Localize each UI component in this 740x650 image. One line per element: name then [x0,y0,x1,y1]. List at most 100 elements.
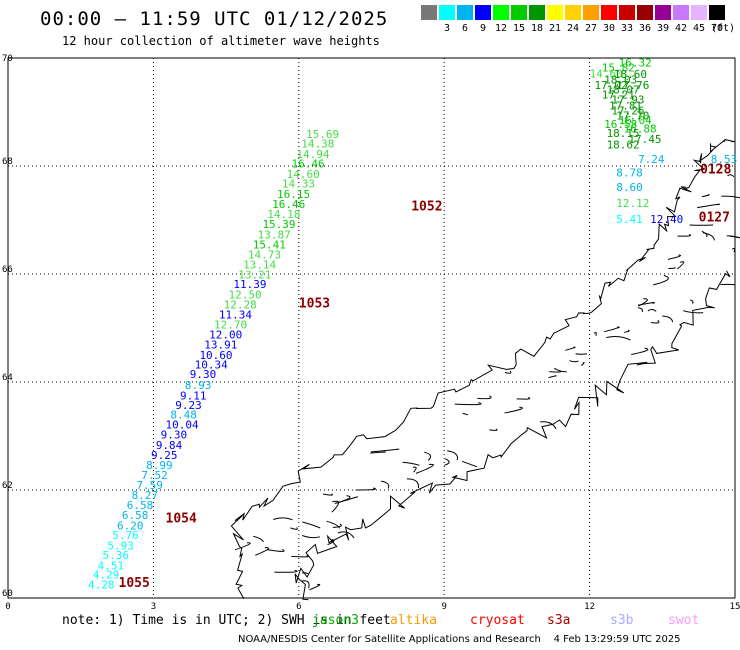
swh-value: 18.15 [607,127,640,140]
legend-swatch [619,5,635,20]
swh-value: 18.62 [607,139,640,152]
legend-swatch [439,5,455,20]
coast-island [653,275,669,286]
swh-value: 13.91 [204,339,237,352]
coast-island [415,463,434,474]
swh-value: 15.82 [602,62,635,75]
pass-number: 1052 [411,199,442,214]
map-frame [7,57,736,599]
coast-island [402,461,420,466]
coastline [230,138,740,601]
satellite-s3b: s3b [610,613,634,628]
coast-island [454,402,482,406]
legend-label: 42 [674,23,688,34]
lat-tick-label: 60 [2,589,13,599]
coast-island [701,194,710,198]
swh-value: 17.76 [616,79,649,92]
coast-island [549,370,562,373]
lon-tick-label: 15 [730,602,740,612]
coast-island [701,230,708,238]
swh-value: 8.60 [616,181,643,194]
swh-value: 12.00 [209,328,242,341]
legend-label: 15 [512,23,526,34]
coast-island [302,521,321,529]
coast-island [677,234,692,237]
swh-value: 13.14 [243,259,276,272]
legend-swatch [547,5,563,20]
swh-value: 16.15 [277,188,310,201]
legend-swatch [673,5,689,20]
swh-value: 10.04 [166,418,199,431]
satellite-swot: swot [668,613,700,628]
coast-island [327,539,335,546]
swh-value: 4.29 [93,569,120,582]
coastline-fjords [294,270,731,601]
swh-value: 14.60 [590,67,623,80]
swh-value: 14.18 [267,208,300,221]
legend-swatch [529,5,545,20]
coast-island [274,569,298,573]
coast-island [424,451,432,461]
swh-value: 8.48 [170,409,197,422]
swh-value: 14.73 [248,248,281,261]
coast-island [569,360,579,363]
swh-value: 15.41 [253,239,286,252]
legend-label: 21 [548,23,562,34]
swh-value: 16.46 [292,158,325,171]
swh-value: 16.58 [604,118,637,131]
coast-island [447,450,458,461]
coast-island [504,406,523,414]
swh-value: 17.02 [594,79,627,92]
swh-value: 16.04 [619,114,652,127]
swh-value: 14.60 [287,168,320,181]
swh-value: 12.28 [224,299,257,312]
swh-value: 8.93 [185,379,212,392]
coast-island [489,428,498,431]
swh-value: 8.99 [146,459,173,472]
swh-value: 9.25 [151,449,178,462]
swh-value: 18.03 [604,73,637,86]
coast-island [406,478,420,489]
satellite-jason3: jason3 [312,613,359,628]
coast-island [309,583,321,591]
swh-value: 8.53 [711,153,738,166]
axis-ticks: 0 3 6 9 12 15 60 62 64 66 68 70 [2,54,740,612]
legend-label: 70 [710,23,724,34]
lon-tick-label: 12 [584,602,595,612]
swh-value: 6.20 [117,519,144,532]
swh-value: 11.39 [233,278,266,291]
coast-island [302,572,309,575]
swh-value: 5.36 [103,549,130,562]
swh-value: 12.40 [650,213,683,226]
coast-island [355,487,377,491]
coast-island [581,361,585,366]
swh-value: 5.76 [112,529,139,542]
swh-value: 9.84 [156,439,183,452]
coast-island [624,329,630,333]
coast-island [650,319,660,324]
pass-number: 1053 [299,296,330,311]
coast-island [266,548,285,552]
legend-swatch [691,5,707,20]
satellite-cryosat: cryosat [470,613,525,628]
satellite-altika: altika [390,613,437,628]
coast-island [461,460,478,468]
swh-value: 17.93 [611,93,644,106]
legend-label: 39 [656,23,670,34]
lat-tick-label: 70 [2,54,13,64]
swh-value: 18.60 [614,68,647,81]
swh-value: 9.30 [190,368,217,381]
coast-island [477,395,492,400]
coast-island [370,451,387,454]
coast-island [334,496,359,504]
coast-island [697,203,721,209]
swh-value: 5.93 [107,539,133,552]
coast-island [444,458,450,466]
legend-label: 18 [530,23,544,34]
legend-label: 12 [494,23,508,34]
footnote: note: 1) Time is in UTC; 2) SWH is in fe… [62,613,391,628]
coast-island [727,174,735,178]
legend-label: 24 [566,23,580,34]
coast-island [604,326,620,333]
